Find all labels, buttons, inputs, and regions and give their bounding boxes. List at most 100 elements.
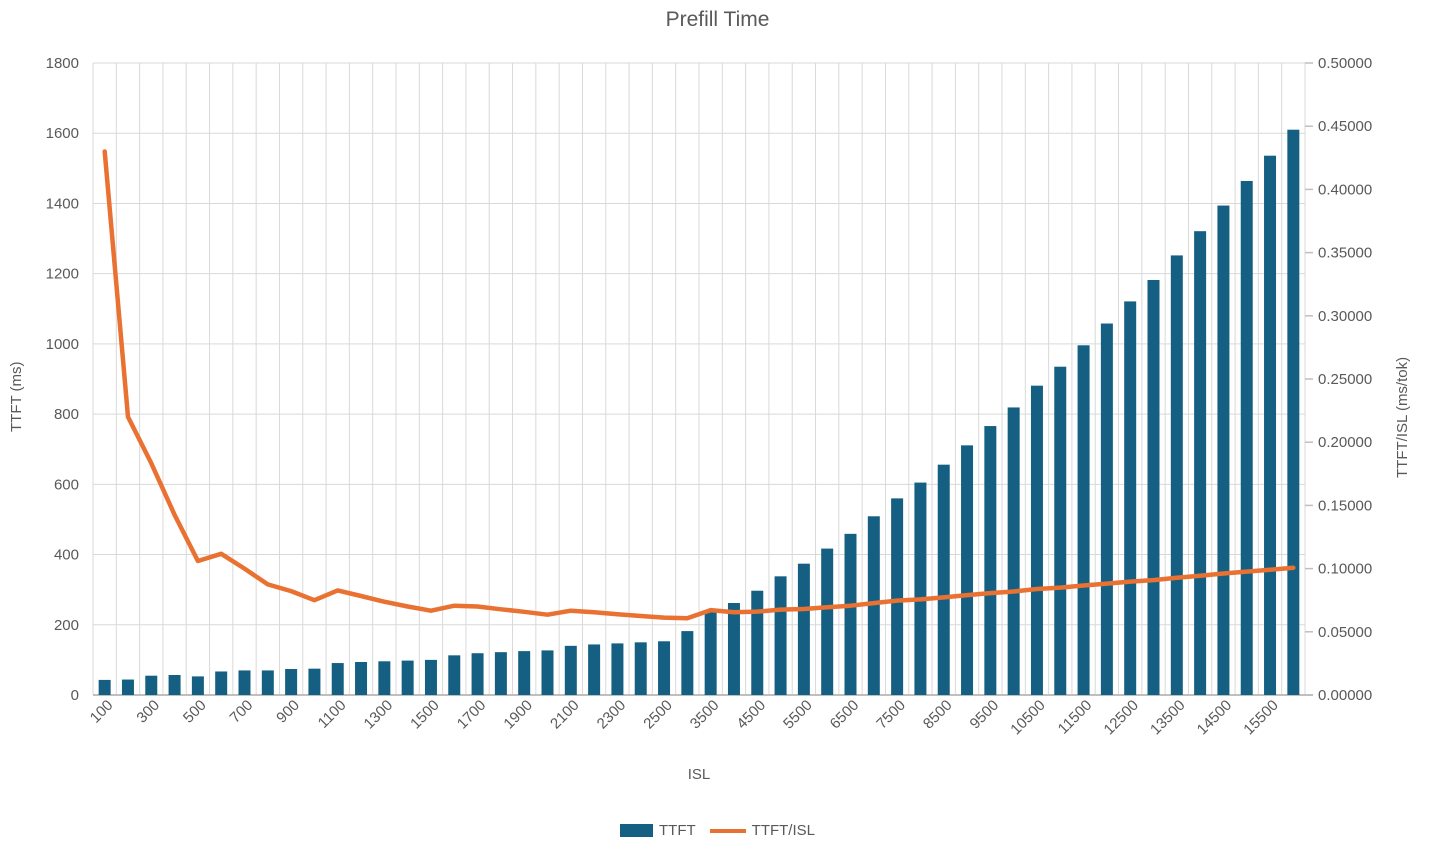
x-axis-tick-label: 500 [180, 697, 210, 727]
right-axis-tick-label: 0.10000 [1318, 561, 1372, 578]
left-axis-tick-label: 800 [54, 406, 79, 423]
x-axis-tick-label: 1900 [500, 697, 536, 733]
x-axis-tick-label: 900 [273, 697, 303, 727]
ttft-bar [378, 661, 391, 695]
right-axis-tick-label: 0.15000 [1318, 497, 1372, 514]
x-axis-tick-label: 11500 [1055, 697, 1096, 738]
gridlines [92, 62, 1306, 696]
x-axis-tick-label: 5500 [780, 697, 816, 733]
x-axis-tick-label: 100 [87, 697, 117, 727]
ttft-bar [471, 653, 484, 695]
ttft-bar [844, 533, 857, 695]
x-axis-tick-label: 1700 [454, 697, 490, 733]
ttft-bar-swatch-icon [620, 824, 653, 837]
ttft-bar [261, 670, 274, 695]
ttft-bar [1240, 180, 1253, 695]
ttft-bar [1124, 301, 1137, 695]
x-axis-tick-label: 14500 [1194, 697, 1236, 739]
right-axis-tick-label: 0.25000 [1318, 371, 1372, 388]
ttft-bar [1077, 345, 1090, 695]
ttft-bar [681, 631, 694, 695]
x-axis-tick-label: 1100 [315, 697, 350, 732]
left-axis-tick-label: 1400 [46, 195, 79, 212]
ttft-bar [1147, 279, 1160, 695]
ttft-bar [238, 670, 251, 695]
x-axis-tick-label: 13500 [1147, 697, 1189, 739]
ttft-bar [215, 671, 228, 695]
ttft-bar [1217, 205, 1230, 695]
x-axis-tick-label: 2300 [594, 697, 630, 733]
x-axis-tick-label: 7500 [873, 697, 909, 733]
legend: TTFT TTFT/ISL [0, 822, 1435, 839]
ttft-bar [634, 642, 647, 695]
legend-item-ttft-isl: TTFT/ISL [709, 822, 815, 839]
ttft-bar [518, 651, 531, 695]
ttft-isl-line-series [102, 149, 1296, 621]
right-axis-tick-label: 0.50000 [1318, 55, 1372, 72]
legend-item-ttft: TTFT [620, 822, 696, 839]
x-axis-tick-label: 300 [133, 697, 163, 727]
ttft-bar [424, 659, 437, 695]
x-axis-tick-label: 700 [227, 697, 257, 727]
left-axis-tick-label: 200 [54, 617, 79, 634]
x-axis-tick-label: 9500 [967, 697, 1003, 733]
right-axis-tick-label: 0.45000 [1318, 118, 1372, 135]
ttft-bar [355, 661, 368, 695]
ttft-bar [891, 498, 904, 695]
right-axis-tick-label: 0.05000 [1318, 624, 1372, 641]
x-axis-tick-label: 2500 [640, 697, 676, 733]
ttft-bar [588, 644, 601, 695]
ttft-bar [1100, 323, 1113, 695]
ttft-isl-line [102, 149, 1296, 621]
x-axis-tick-label: 3500 [687, 697, 723, 733]
ttft-bar [797, 563, 810, 695]
left-axis-title: TTFT (ms) [8, 361, 25, 432]
right-axis-title: TTFT/ISL (ms/tok) [1394, 356, 1411, 478]
ttft-bar [1170, 255, 1183, 696]
ttft-bar [331, 663, 344, 695]
left-axis-tick-label: 1800 [46, 55, 79, 72]
ttft-bar [867, 516, 880, 695]
x-axis-title: ISL [687, 766, 711, 783]
ttft-bar [751, 590, 764, 695]
right-axis-tick-label: 0.20000 [1318, 434, 1372, 451]
ttft-bar [914, 482, 927, 695]
ttft-bar [961, 445, 974, 695]
ttft-bar [145, 675, 158, 695]
ttft-bar [611, 643, 624, 695]
left-axis-tick-label: 1200 [46, 266, 79, 283]
x-axis-tick-label: 8500 [920, 697, 956, 733]
ttft-bar [984, 426, 997, 695]
left-axis-tick-label: 0 [71, 687, 79, 704]
ttft-bar [937, 464, 950, 695]
ttft-bar [1194, 231, 1207, 695]
left-axis-tick-label: 600 [54, 476, 79, 493]
ttft-bar [1030, 385, 1043, 695]
x-axis-tick-label: 1500 [407, 697, 443, 733]
ttft-bar [774, 576, 787, 695]
ttft-bar [448, 655, 461, 695]
ttft-bar [704, 612, 717, 695]
x-axis-tick-label: 2100 [547, 697, 583, 733]
left-axis-tick-label: 1000 [46, 336, 79, 353]
x-axis-tick-label: 15500 [1240, 697, 1282, 739]
x-axis-tick-label: 1300 [361, 697, 397, 733]
right-axis-tick-label: 0.30000 [1318, 308, 1372, 325]
ttft-bar [168, 674, 181, 695]
right-axis-tick-label: 0.40000 [1318, 181, 1372, 198]
chart-title: Prefill Time [665, 8, 770, 31]
right-axis-tick-label: 0.00000 [1318, 687, 1372, 704]
legend-label-ttft-isl: TTFT/ISL [751, 822, 815, 839]
ttft-bar [494, 652, 507, 695]
x-axis-tick-label: 6500 [827, 697, 863, 733]
legend-label-ttft: TTFT [659, 822, 696, 839]
x-axis-tick-label: 4500 [733, 697, 769, 733]
ttft-bar [541, 650, 554, 695]
ttft-bar [1264, 155, 1277, 695]
left-axis-tick-label: 1600 [46, 125, 79, 142]
ttft-bar [191, 676, 204, 695]
ttft-bars-series [98, 129, 1300, 696]
x-axis-tick-label: 10500 [1007, 697, 1049, 739]
ttft-bar [98, 679, 111, 695]
